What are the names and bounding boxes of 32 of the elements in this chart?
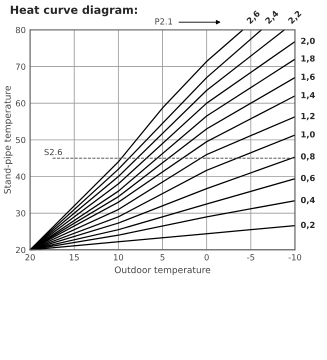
series-label: 0,2 (300, 222, 315, 230)
y-tick-label: 70 (16, 64, 26, 70)
series-label: 2,0 (301, 38, 315, 46)
y-tick-label: 80 (16, 26, 26, 34)
ref-line-label: S2.6 (44, 148, 62, 156)
series-label: 1,8 (301, 55, 315, 63)
y-tick-label: 30 (16, 210, 26, 216)
x-tick-label: 15 (70, 254, 79, 260)
series-label: 1,0 (301, 131, 315, 139)
y-tick-label: 60 (16, 100, 26, 106)
series-label: 1,2 (301, 112, 315, 120)
x-tick-label: -5 (247, 254, 254, 260)
series-label: 1,4 (301, 92, 315, 100)
series-label: 0,8 (300, 153, 315, 161)
series-label: 1,6 (301, 74, 315, 82)
y-tick-label: 20 (16, 246, 26, 254)
text: P2.1 (155, 18, 172, 24)
y-tick-label: 50 (16, 136, 26, 144)
text: 2,2 (288, 10, 302, 25)
x-axis-title: Outdoor temperature (114, 266, 210, 275)
x-tick-label: 20 (25, 254, 35, 260)
series-label: 0,4 (300, 196, 315, 204)
x-tick-label: -10 (288, 254, 302, 260)
x-tick-label: 0 (204, 254, 209, 260)
x-tick-label: 5 (160, 254, 164, 260)
text: 2,4 (264, 10, 280, 25)
y-axis-title: Stand-pipe temperature (4, 86, 13, 194)
y-tick-label: 40 (16, 174, 26, 180)
text: 2,6 (246, 10, 262, 25)
x-tick-label: 10 (114, 254, 124, 260)
chart-title: Heat curve diagram: (10, 5, 137, 16)
series-label: 0,6 (300, 174, 315, 182)
